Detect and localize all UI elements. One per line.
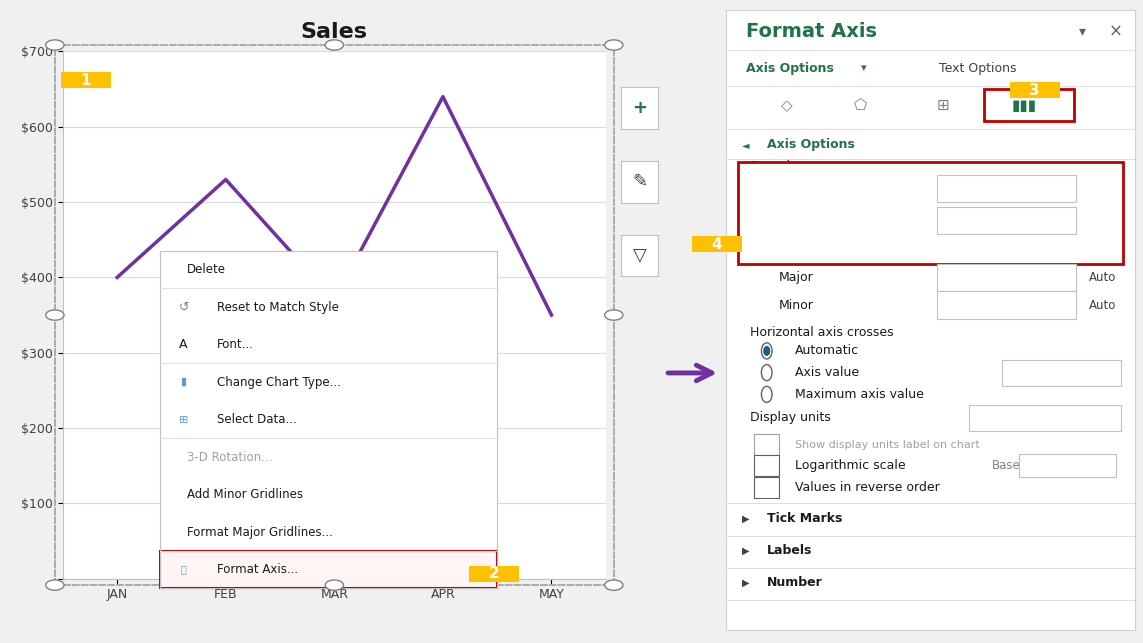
Text: ▽: ▽ [632, 247, 647, 264]
Text: ◄: ◄ [742, 140, 750, 150]
Circle shape [61, 73, 111, 88]
Text: 100.0: 100.0 [990, 271, 1023, 284]
Text: 📈: 📈 [181, 565, 186, 575]
Text: Display units: Display units [750, 412, 831, 424]
FancyBboxPatch shape [754, 455, 780, 476]
Text: 3-D Rotation...: 3-D Rotation... [187, 451, 272, 464]
Text: Select Data...: Select Data... [217, 413, 297, 426]
Text: Maximum axis value: Maximum axis value [796, 388, 925, 401]
Text: Auto: Auto [1088, 298, 1116, 311]
FancyBboxPatch shape [936, 175, 1076, 202]
Text: Number: Number [767, 577, 823, 590]
Text: 0.0: 0.0 [1052, 366, 1071, 379]
Text: ⊞: ⊞ [179, 415, 189, 424]
Text: Auto: Auto [1088, 214, 1116, 227]
Text: 10: 10 [1060, 459, 1074, 472]
Text: Values in reverse order: Values in reverse order [796, 481, 941, 494]
Text: Reset to Match Style: Reset to Match Style [217, 300, 339, 314]
Text: Format Axis: Format Axis [746, 22, 878, 41]
FancyBboxPatch shape [738, 161, 1122, 264]
Text: ▾: ▾ [1103, 413, 1109, 423]
Text: 0.0: 0.0 [997, 182, 1015, 195]
Text: ×: × [1109, 23, 1122, 41]
Text: ▮: ▮ [181, 377, 186, 387]
Text: Format Major Gridlines...: Format Major Gridlines... [187, 525, 333, 539]
Text: Font...: Font... [217, 338, 254, 351]
Text: 4: 4 [711, 237, 722, 251]
Text: Units: Units [750, 249, 782, 262]
Text: Labels: Labels [767, 544, 812, 557]
Text: None: None [1022, 412, 1052, 424]
Title: Sales: Sales [301, 22, 368, 42]
Text: +: + [632, 99, 647, 116]
Text: ▶: ▶ [742, 546, 750, 556]
Text: 1: 1 [80, 73, 91, 88]
Text: A: A [179, 338, 187, 351]
Text: Logarithmic scale: Logarithmic scale [796, 459, 906, 472]
Text: ⊞: ⊞ [936, 98, 949, 113]
FancyBboxPatch shape [1002, 359, 1120, 386]
Text: Axis value: Axis value [796, 366, 860, 379]
Text: Automatic: Automatic [796, 345, 860, 358]
Text: ✎: ✎ [632, 173, 647, 190]
Text: Text Options: Text Options [938, 62, 1016, 75]
Text: Delete: Delete [187, 263, 226, 276]
Text: Maximum: Maximum [780, 214, 840, 227]
Text: Bounds: Bounds [750, 159, 797, 172]
Text: ▾: ▾ [1079, 24, 1086, 39]
FancyBboxPatch shape [936, 264, 1076, 291]
FancyBboxPatch shape [754, 434, 780, 455]
Text: Show display units label on chart: Show display units label on chart [796, 440, 980, 449]
Text: ▶: ▶ [742, 514, 750, 523]
Text: 20.0: 20.0 [993, 298, 1020, 311]
Text: Auto: Auto [1088, 271, 1116, 284]
Text: Axis Options: Axis Options [746, 62, 834, 75]
Text: Minimum: Minimum [780, 182, 837, 195]
Text: ▾: ▾ [861, 64, 866, 73]
Text: Horizontal axis crosses: Horizontal axis crosses [750, 326, 894, 339]
Text: Auto: Auto [1088, 182, 1116, 195]
Circle shape [764, 347, 769, 356]
Text: Major: Major [780, 271, 814, 284]
Text: Change Chart Type...: Change Chart Type... [217, 376, 342, 388]
Text: Axis Options: Axis Options [767, 138, 855, 151]
Circle shape [692, 236, 742, 252]
FancyBboxPatch shape [936, 207, 1076, 234]
Circle shape [469, 566, 519, 581]
Text: ◇: ◇ [782, 98, 793, 113]
FancyBboxPatch shape [936, 291, 1076, 319]
Text: Tick Marks: Tick Marks [767, 512, 842, 525]
Text: ▶: ▶ [742, 578, 750, 588]
Text: ▮▮▮: ▮▮▮ [1012, 98, 1037, 113]
Text: 2: 2 [488, 566, 499, 581]
FancyBboxPatch shape [1020, 454, 1116, 478]
FancyBboxPatch shape [754, 477, 780, 498]
Text: Base: Base [992, 459, 1021, 472]
FancyBboxPatch shape [160, 551, 497, 588]
Text: Format Axis...: Format Axis... [217, 563, 298, 576]
Text: ⬠: ⬠ [854, 98, 868, 113]
Text: ↺: ↺ [178, 300, 189, 314]
Text: Add Minor Gridlines: Add Minor Gridlines [187, 488, 303, 501]
Circle shape [1009, 82, 1060, 98]
Text: 3: 3 [1030, 83, 1040, 98]
FancyBboxPatch shape [969, 405, 1120, 431]
Text: 700.0: 700.0 [990, 214, 1023, 227]
Text: Minor: Minor [780, 298, 814, 311]
